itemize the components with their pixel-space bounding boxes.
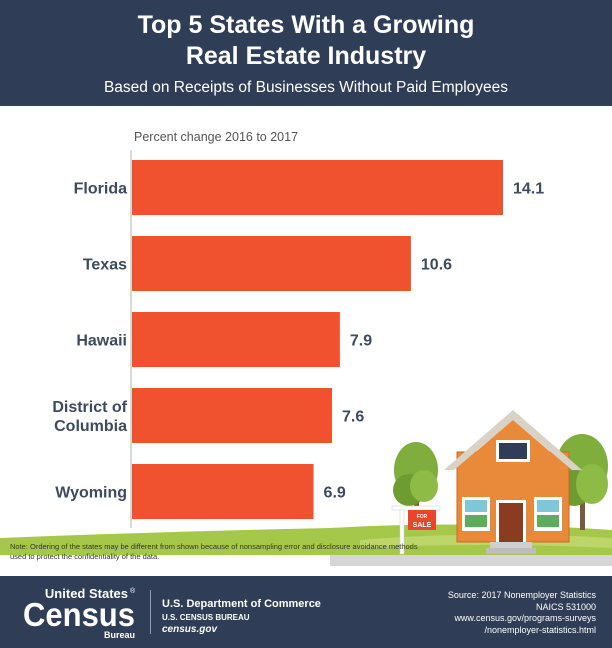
sign-text-for: FOR xyxy=(417,514,428,520)
page-title-line-1: Top 5 States With a Growing xyxy=(137,11,475,39)
census-gov-link[interactable]: census.gov xyxy=(162,624,218,635)
bar-5 xyxy=(132,464,314,519)
bar-4 xyxy=(132,388,332,443)
category-label-2: Texas xyxy=(83,257,127,274)
header-banner: Top 5 States With a Growing Real Estate … xyxy=(0,0,612,106)
source-line-4[interactable]: /nonemployer-statistics.html xyxy=(484,624,596,635)
sidewalk xyxy=(330,552,612,566)
source-line-2: NAICS 531000 xyxy=(535,601,596,612)
category-label-4-line-2: Columbia xyxy=(54,418,127,435)
category-label-5: Wyoming xyxy=(55,485,127,502)
bar-value-label-2: 10.6 xyxy=(421,257,452,274)
department-name: U.S. Department of Commerce xyxy=(162,598,321,610)
footer-divider xyxy=(150,590,151,634)
value-axis-label: Percent change 2016 to 2017 xyxy=(134,130,298,144)
census-logo: United States ® Census Bureau xyxy=(23,586,136,640)
bar-3 xyxy=(132,312,340,367)
sign-text-sale: SALE xyxy=(413,522,432,529)
tree-left-icon xyxy=(393,442,438,528)
page-title-line-2: Real Estate Industry xyxy=(185,42,427,70)
footer-banner: United States ® Census Bureau U.S. Depar… xyxy=(0,576,612,648)
bar-value-label-4: 7.6 xyxy=(342,409,364,426)
source-line-1: Source: 2017 Nonemployer Statistics xyxy=(447,590,596,600)
for-sale-sign-icon: FOR SALE xyxy=(391,505,441,555)
chart-area: FOR SALE Percent change 2016 to 2017 14.… xyxy=(0,106,612,566)
bureau-name: U.S. CENSUS BUREAU xyxy=(162,613,250,622)
bar-value-label-5: 6.9 xyxy=(324,485,346,502)
category-label-3: Hawaii xyxy=(76,333,127,350)
bars-group: 14.1 Florida 10.6 Texas 7.9 Hawaii 7.6 District… xyxy=(52,160,544,519)
bar-1 xyxy=(132,160,503,215)
source-line-3[interactable]: www.census.gov/programs-surveys xyxy=(454,613,596,623)
bar-2 xyxy=(132,236,411,291)
footnote: Note: Ordering of the states may be diff… xyxy=(10,542,418,561)
bar-chart: FOR SALE Percent change 2016 to 2017 14.… xyxy=(0,130,612,566)
logo-registered-mark: ® xyxy=(130,587,136,595)
source-citation: Source: 2017 Nonemployer Statistics NAIC… xyxy=(356,590,596,636)
logo-census: Census xyxy=(23,596,135,633)
category-label-4-line-1: District of xyxy=(52,399,127,416)
logo-bureau: Bureau xyxy=(104,630,135,640)
house-icon xyxy=(444,410,582,554)
page-subtitle: Based on Receipts of Businesses Without … xyxy=(103,79,509,96)
bar-value-label-3: 7.9 xyxy=(350,333,372,350)
bar-value-label-1: 14.1 xyxy=(513,181,544,198)
logo-united-states: United States xyxy=(45,586,128,601)
category-label-1: Florida xyxy=(74,181,127,198)
